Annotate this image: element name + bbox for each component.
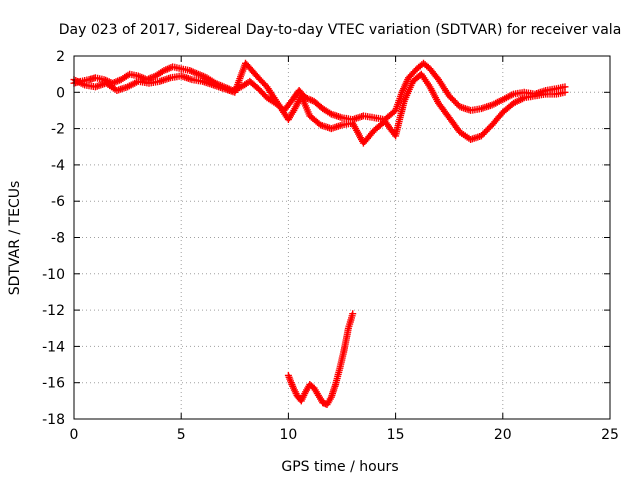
data-point-markers <box>186 67 201 77</box>
data-point-markers <box>510 95 526 107</box>
data-series <box>70 59 569 147</box>
data-point-markers <box>297 92 313 118</box>
x-tick-label: 10 <box>279 427 297 443</box>
x-tick-label: 15 <box>387 427 405 443</box>
data-point-markers <box>306 381 317 391</box>
x-tick-label: 0 <box>70 427 79 443</box>
data-point-marker <box>561 88 569 96</box>
data-point-markers <box>310 97 325 111</box>
y-axis-label: SDTVAR / TECUs <box>7 181 23 296</box>
data-point-marker <box>349 310 357 318</box>
data-point-markers <box>340 326 352 354</box>
data-series <box>284 310 357 408</box>
data-point-markers <box>398 76 412 96</box>
y-tick-label: -2 <box>51 122 65 138</box>
y-tick-label: -16 <box>42 376 65 392</box>
data-point-markers <box>152 68 166 80</box>
data-point-markers <box>254 85 269 100</box>
data-point-markers <box>319 399 330 408</box>
x-tick-label: 25 <box>601 427 619 443</box>
data-point-markers <box>420 59 432 71</box>
data-point-markers <box>405 66 420 82</box>
data-point-markers <box>263 83 280 105</box>
data-point-markers <box>231 61 249 96</box>
data-point-markers <box>194 70 209 81</box>
y-axis-ticks: 2 0 -2 -4 -6 -8 -10 -12 -14 -16 -18 <box>42 49 610 428</box>
data-point-markers <box>392 99 408 140</box>
data-point-markers <box>254 74 269 89</box>
data-point-markers <box>435 99 452 120</box>
data-point-markers <box>242 59 255 73</box>
data-point-markers <box>248 67 261 80</box>
data-point-markers <box>400 79 416 105</box>
data-point-markers <box>310 384 321 398</box>
y-tick-label: -18 <box>42 412 65 428</box>
data-point-markers <box>359 128 377 147</box>
data-point-markers <box>124 78 140 91</box>
data-point-markers <box>488 110 505 129</box>
y-tick-label: -12 <box>42 303 65 319</box>
data-point-markers <box>445 114 463 135</box>
data-point-markers <box>426 65 441 82</box>
data-point-markers <box>477 123 494 140</box>
x-axis-label: GPS time / hours <box>281 459 398 475</box>
data-point-markers <box>319 105 334 117</box>
data-point-markers <box>246 77 261 91</box>
y-tick-label: 0 <box>56 85 65 101</box>
x-tick-label: 5 <box>177 427 186 443</box>
data-point-markers <box>314 391 326 405</box>
data-point-markers <box>109 76 123 87</box>
y-tick-label: -14 <box>42 339 65 355</box>
y-tick-label: -8 <box>51 231 65 247</box>
data-point-markers <box>488 97 505 109</box>
data-point-markers <box>323 395 334 408</box>
x-axis-ticks: 0 5 10 15 20 25 <box>70 56 619 443</box>
data-point-markers <box>499 101 516 116</box>
data-point-markers <box>284 107 298 123</box>
data-point-markers <box>297 390 309 405</box>
data-point-markers <box>349 119 366 145</box>
x-tick-label: 20 <box>494 427 512 443</box>
y-tick-label: -4 <box>51 158 65 174</box>
chart-title: Day 023 of 2017, Sidereal Day-to-day VTE… <box>59 22 622 38</box>
y-tick-label: -10 <box>42 267 65 283</box>
data-point-markers <box>289 382 300 398</box>
data-point-markers <box>306 112 323 128</box>
data-point-markers <box>435 76 452 98</box>
y-tick-label: 2 <box>56 49 65 65</box>
data-point-markers <box>117 71 132 84</box>
y-tick-label: -6 <box>51 194 65 210</box>
data-points <box>70 59 569 408</box>
data-point-markers <box>102 79 119 93</box>
data-point-markers <box>417 70 433 89</box>
data-point-markers <box>445 92 462 109</box>
data-point-markers <box>426 83 441 105</box>
data-point-markers <box>499 91 516 104</box>
